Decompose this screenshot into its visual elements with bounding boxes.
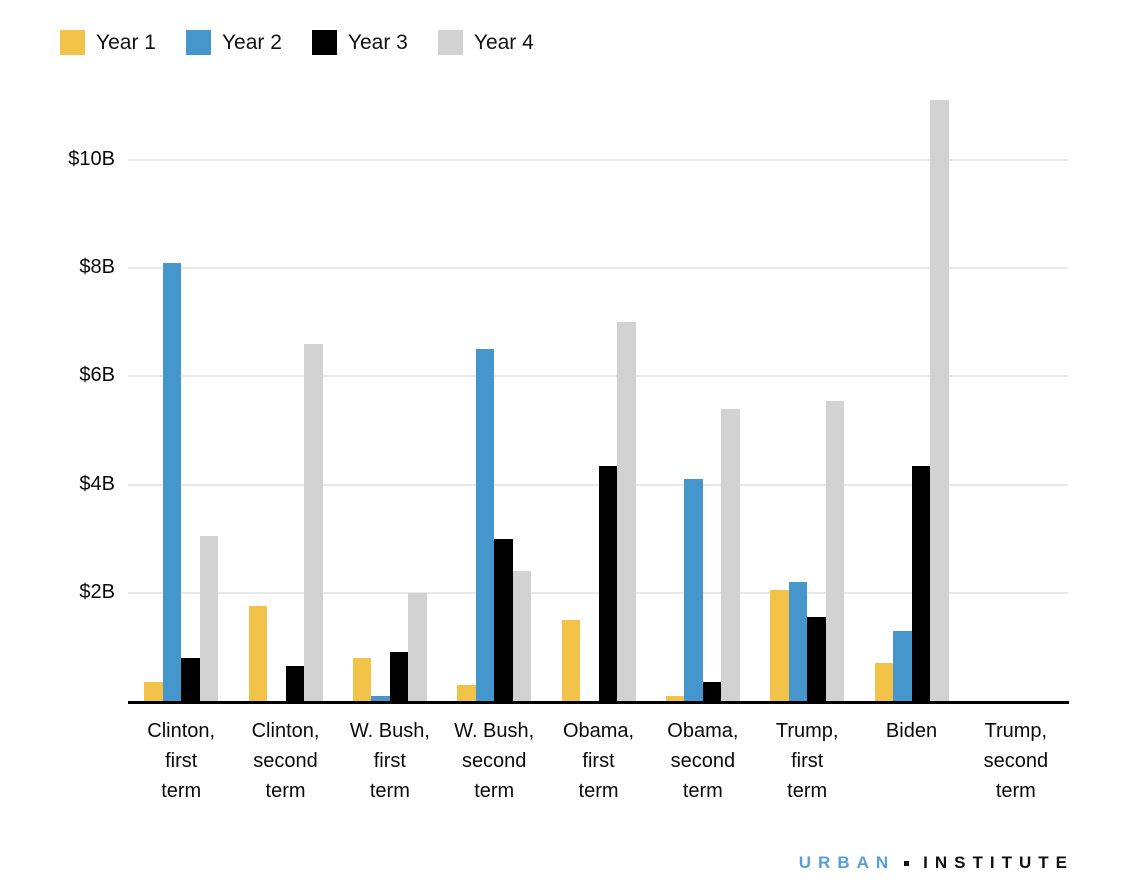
legend-swatch-icon	[437, 30, 463, 55]
bar-year-4-obama-first-term	[617, 322, 636, 701]
x-axis-category-label: Obama, second term	[648, 716, 758, 806]
bar-year-2-w-bush-first-term	[371, 695, 390, 701]
x-axis-label-line: term	[787, 780, 828, 802]
y-axis-tick-label: $6B	[79, 364, 115, 387]
brand-institute-text: INSTITUTE	[923, 853, 1074, 872]
bar-year-1-clinton-second-term	[248, 606, 268, 701]
bar-year-4-w-bush-second-term	[512, 571, 532, 701]
bar-year-1-obama-first-term	[561, 619, 581, 701]
bar-year-3-clinton-second-term	[285, 665, 305, 701]
bar-year-3-obama-first-term	[598, 465, 618, 701]
bar-year-4-trump-first-term	[825, 400, 845, 701]
x-axis-label-line: Biden	[885, 720, 938, 742]
legend-label: Year 1	[96, 31, 156, 54]
legend-item-year-1: Year 1	[60, 30, 156, 55]
gridline-8b	[128, 267, 1068, 270]
x-axis-category-label: Clinton, second term	[231, 716, 341, 806]
bar-year-3-w-bush-first-term	[389, 652, 409, 701]
bar-year-1-w-bush-first-term	[352, 657, 372, 701]
bar-year-4-obama-second-term	[721, 408, 740, 701]
x-axis-label-line: Obama,	[562, 720, 635, 742]
x-axis-label-line: term	[369, 780, 410, 802]
x-axis-label-line: Clinton,	[147, 720, 216, 742]
bar-year-4-clinton-first-term	[199, 535, 219, 701]
x-axis-label-line: term	[995, 780, 1036, 802]
bar-year-1-trump-first-term	[770, 590, 789, 701]
bar-year-2-trump-first-term	[788, 581, 808, 701]
x-axis-label-line: term	[682, 780, 723, 802]
bar-year-1-clinton-first-term	[144, 682, 163, 701]
x-axis-category-label: Trump, second term	[961, 716, 1071, 806]
x-axis-label-line: Clinton,	[251, 720, 320, 742]
x-axis-label-line: Trump,	[984, 720, 1048, 742]
x-axis-category-label: Biden	[857, 716, 967, 746]
y-axis-tick-label: $10B	[68, 148, 115, 170]
bar-year-3-clinton-first-term	[181, 657, 200, 701]
bar-year-1-biden	[874, 663, 893, 701]
x-axis-category-label: Obama, first term	[544, 716, 654, 806]
bar-year-3-obama-second-term	[702, 682, 722, 701]
bar-year-1-obama-second-term	[665, 695, 685, 701]
x-axis-category-label: W. Bush, first term	[335, 716, 445, 806]
x-axis-label-line: Obama,	[667, 720, 739, 742]
gridline-2b	[128, 591, 1068, 594]
legend-item-year-3: Year 3	[311, 30, 408, 55]
x-axis-label-line: second	[983, 750, 1049, 772]
brand-urban-text: URBAN	[798, 853, 896, 872]
legend-label: Year 3	[347, 31, 408, 54]
legend-label: Year 4	[473, 31, 534, 54]
x-axis-category-label: Clinton, first term	[126, 716, 236, 806]
x-axis-line	[128, 701, 1069, 704]
legend-swatch-icon	[185, 30, 211, 55]
bar-year-2-w-bush-second-term	[475, 349, 495, 701]
bar-year-3-trump-first-term	[807, 617, 826, 701]
x-axis-label-line: W. Bush,	[454, 720, 535, 742]
bar-year-4-biden	[930, 100, 949, 701]
legend-item-year-4: Year 4	[437, 30, 534, 55]
legend-swatch-icon	[60, 30, 85, 55]
bar-year-2-clinton-first-term	[162, 262, 182, 701]
y-axis-tick-label: $4B	[79, 472, 115, 495]
bar-year-3-w-bush-second-term	[494, 538, 513, 701]
x-axis-label-line: first	[373, 750, 406, 772]
x-axis-label-line: term	[161, 780, 202, 802]
bar-year-3-biden	[911, 465, 930, 701]
brand-dot-icon	[904, 860, 910, 866]
x-axis-label-line: W. Bush,	[349, 720, 430, 742]
x-axis-label-line: term	[474, 780, 515, 802]
bar-year-1-w-bush-second-term	[457, 684, 476, 701]
x-axis-label-line: second	[253, 750, 318, 772]
x-axis-label-line: first	[165, 750, 198, 772]
bar-year-4-clinton-second-term	[304, 343, 323, 701]
gridline-4b	[128, 483, 1068, 486]
bar-year-2-obama-second-term	[684, 479, 703, 701]
x-axis-label-line: term	[265, 780, 306, 802]
x-axis-label-line: term	[578, 780, 619, 802]
y-axis-tick-label: $2B	[79, 580, 115, 603]
urban-institute-logo: URBAN INSTITUTE	[799, 853, 1074, 873]
gridline-6b	[128, 375, 1068, 378]
x-axis-label-line: Trump,	[775, 720, 839, 742]
gridline-10b	[128, 159, 1068, 161]
x-axis-label-line: second	[461, 750, 527, 772]
legend-swatch-icon	[311, 30, 337, 55]
y-axis-tick-label: $8B	[79, 256, 115, 279]
bar-year-2-biden	[893, 630, 912, 701]
legend-label: Year 2	[221, 31, 282, 54]
bar-year-4-w-bush-first-term	[408, 592, 427, 701]
x-axis-label-line: first	[582, 750, 615, 772]
x-axis-label-line: second	[670, 750, 736, 772]
x-axis-category-label: Trump, first term	[752, 716, 862, 806]
x-axis-category-label: W. Bush, second term	[439, 716, 549, 806]
x-axis-label-line: first	[791, 750, 824, 772]
legend-item-year-2: Year 2	[185, 30, 282, 55]
chart-legend: Year 1 Year 2 Year 3 Year 4	[60, 30, 534, 55]
